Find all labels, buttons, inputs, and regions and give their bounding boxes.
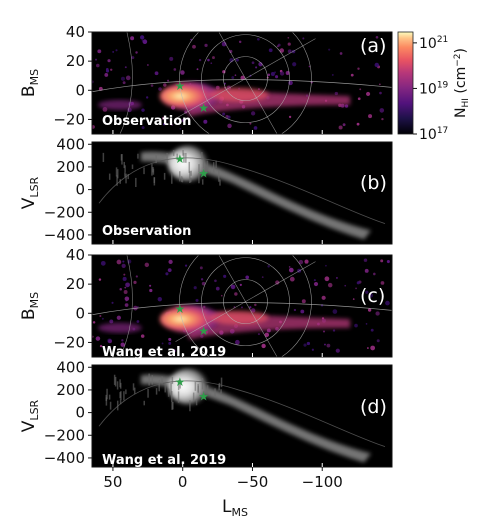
panel-d-frame [91,364,393,468]
panel-a-ytick-label: −20 [53,110,85,128]
panel-d [91,364,393,468]
panel-b-marker: ★ [198,167,209,181]
colorbar-tick-label: 1021 [419,35,448,52]
panel-b [91,141,393,245]
panel-b-ytick-label: −400 [44,226,85,244]
panel-c-label: (c) [360,285,385,307]
panel-c-annotation: Wang et al. 2019 [102,345,226,360]
panel-c-frame [91,254,393,358]
colorbar [397,31,414,135]
panel-b-ytick-label: 200 [56,158,85,176]
panel-a-ytick-label: 0 [75,81,85,99]
panel-c-ytick-label: 0 [75,304,85,322]
panel-b-frame [91,141,393,245]
panel-a-label: (a) [360,35,386,57]
panel-d-ytick-label: 0 [75,404,85,422]
panel-d-marker: ★ [198,390,209,404]
panel-d-ytick-label: 200 [56,381,85,399]
panel-a-ytick-label: 40 [66,23,85,41]
panel-a-ytick-label: 20 [66,52,85,70]
panel-a [91,31,393,135]
panel-c-ytick-label: −20 [53,333,85,351]
x-axis-label: LMS [222,497,248,519]
panel-b-annotation: Observation [102,224,191,239]
panel-d-ytick-label: −200 [44,426,85,444]
panel-d-annotation: Wang et al. 2019 [102,453,226,468]
panel-c-ytick-label: 20 [66,275,85,293]
panel-d-label: (d) [360,396,387,418]
panel-a-marker: ★ [198,101,209,115]
panel-b-label: (b) [360,172,387,194]
xtick-label: 50 [103,473,122,491]
panel-b-ytick-label: −200 [44,203,85,221]
colorbar-tick-label: 1017 [419,126,448,143]
panel-c-marker: ★ [198,324,209,338]
panel-c-background [92,255,392,357]
panel-b-ylabel: VLSR [19,176,41,209]
xtick-label: −100 [302,473,343,491]
panel-a-ylabel: BMS [19,69,41,97]
panel-c-marker: ★ [175,302,186,316]
panel-a-annotation: Observation [102,114,191,129]
panel-b-ytick-label: 0 [75,181,85,199]
panel-c-ytick-label: 40 [66,246,85,264]
panel-b-ytick-label: 400 [56,135,85,153]
panel-d-marker: ★ [175,375,186,389]
panel-c-ylabel: BMS [19,292,41,320]
xtick-label: −50 [237,473,269,491]
colorbar-tick-label: 1019 [419,80,449,97]
panel-d-ytick-label: 400 [56,358,85,376]
panel-d-ylabel: VLSR [19,399,41,432]
panel-a-marker: ★ [175,79,186,93]
panel-c [91,254,393,358]
xtick-label: 0 [178,473,188,491]
colorbar-label: NHI (cm−2) [453,48,471,118]
panel-a-frame [91,31,393,135]
panel-b-marker: ★ [175,152,186,166]
panel-d-ytick-label: −400 [44,449,85,467]
